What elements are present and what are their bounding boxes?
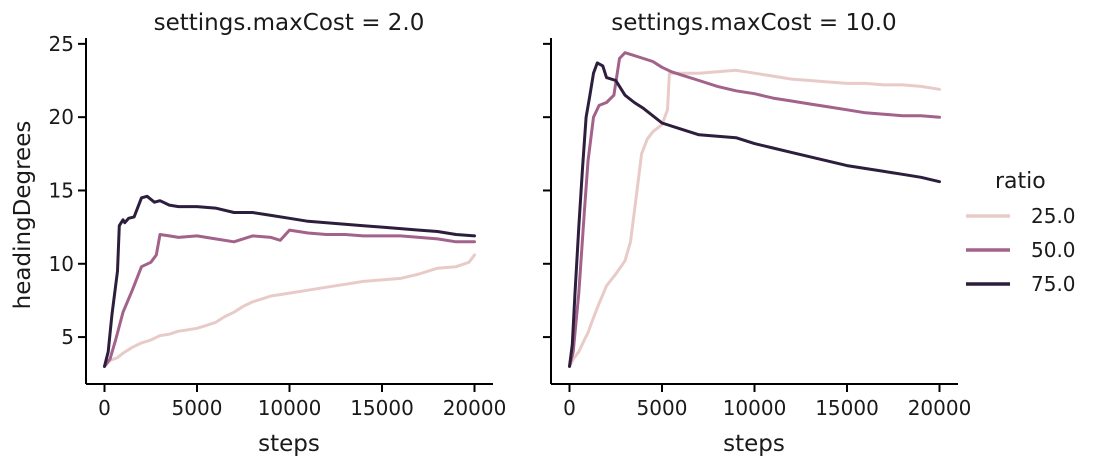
series-line-ratio-50.0 bbox=[103, 228, 476, 368]
x-tick-label: 20000 bbox=[443, 396, 507, 420]
x-tick-label: 15000 bbox=[350, 396, 414, 420]
panel-title: settings.maxCost = 2.0 bbox=[154, 10, 425, 36]
legend-title: ratio bbox=[995, 169, 1046, 194]
series-line-ratio-75.0 bbox=[103, 194, 476, 368]
x-tick-label: 20000 bbox=[908, 396, 972, 420]
x-tick-label: 5000 bbox=[172, 396, 223, 420]
legend-label-75.0: 75.0 bbox=[1031, 272, 1076, 296]
legend-label-50.0: 50.0 bbox=[1031, 238, 1076, 262]
legend-label-25.0: 25.0 bbox=[1031, 204, 1076, 228]
y-tick-label: 20 bbox=[49, 105, 74, 129]
series-line-ratio-25.0 bbox=[568, 68, 941, 368]
panel-title: settings.maxCost = 10.0 bbox=[611, 10, 896, 36]
series-line-ratio-25.0 bbox=[103, 253, 476, 368]
x-axis-label: steps bbox=[258, 431, 320, 457]
x-axis-label: steps bbox=[723, 431, 785, 457]
x-tick-label: 0 bbox=[98, 396, 111, 420]
y-tick-label: 25 bbox=[49, 32, 74, 56]
x-tick-label: 15000 bbox=[815, 396, 879, 420]
y-tick-label: 10 bbox=[49, 252, 74, 276]
y-axis-label: headingDegrees bbox=[10, 121, 36, 310]
facet-panel-maxcost-2: settings.maxCost = 2.0 steps headingDegr… bbox=[10, 10, 506, 457]
x-tick-label: 0 bbox=[563, 396, 576, 420]
x-tick-label: 10000 bbox=[258, 396, 322, 420]
series-line-ratio-50.0 bbox=[568, 51, 941, 368]
y-tick-label: 5 bbox=[61, 325, 74, 349]
x-tick-label: 5000 bbox=[637, 396, 688, 420]
x-tick-label: 10000 bbox=[723, 396, 787, 420]
legend: ratio 25.0 50.0 75.0 bbox=[966, 169, 1076, 296]
series-line-ratio-75.0 bbox=[568, 61, 941, 368]
facet-panel-maxcost-10: settings.maxCost = 10.0 steps 0 5000 10000… bbox=[543, 10, 971, 457]
y-tick-label: 15 bbox=[49, 178, 74, 202]
